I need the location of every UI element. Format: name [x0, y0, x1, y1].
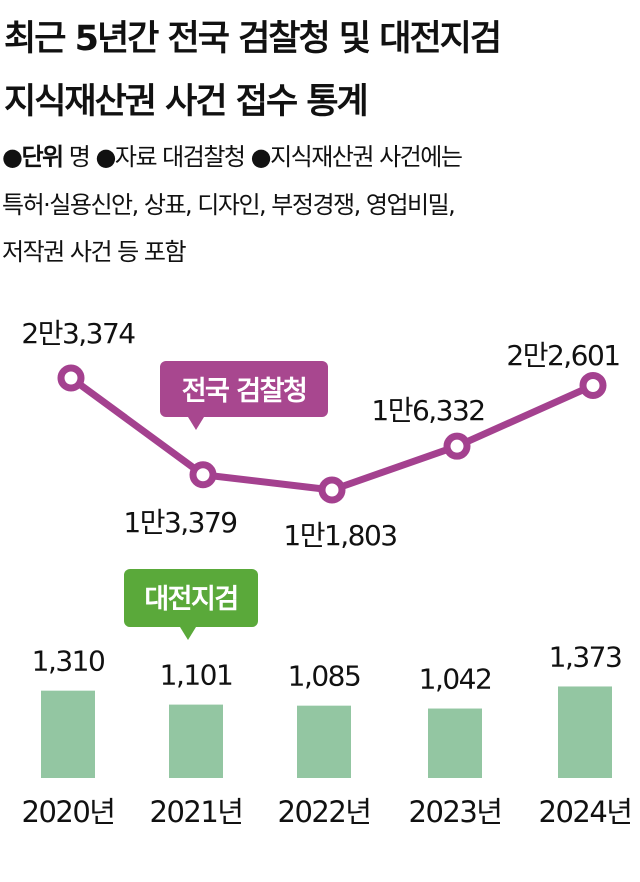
line-point-2020년: [57, 364, 85, 392]
bar-2021년: [169, 704, 223, 778]
bar-2020년: [41, 690, 95, 778]
line-value-label: 2만2,601: [506, 339, 619, 372]
line-value-label: 1만3,379: [123, 506, 236, 539]
bar-value-label: 1,101: [160, 659, 233, 692]
x-tick-label: 2020년: [22, 795, 115, 829]
x-tick-label: 2024년: [539, 795, 632, 829]
chart-title-line-1: 최근 5년간 전국 검찰청 및 대전지검: [4, 19, 502, 59]
x-tick-label: 2022년: [278, 795, 371, 829]
bar-2022년: [297, 705, 351, 778]
line-point-2023년: [443, 432, 471, 460]
line-series-label-pointer: [188, 417, 204, 430]
line-value-label: 2만3,374: [21, 317, 135, 350]
note-line-3: 저작권 사건 등 포함: [2, 238, 187, 266]
line-series-label: 전국 검찰청: [182, 376, 307, 407]
line-value-label: 1만6,332: [371, 394, 484, 427]
bar-value-label: 1,310: [32, 645, 105, 678]
line-value-label: 1만1,803: [283, 519, 396, 552]
x-tick-label: 2021년: [150, 795, 243, 829]
line-point-2022년: [318, 476, 346, 504]
unit-source-text: 명 ●자료 대검찰청 ●지식재산권 사건에는: [62, 143, 463, 171]
note-line-2: 특허·실용신안, 상표, 디자인, 부정경쟁, 영업비밀,: [2, 191, 456, 219]
bar-2024년: [558, 686, 612, 778]
note-line-1: ●단위 명 ●자료 대검찰청 ●지식재산권 사건에는: [2, 143, 463, 171]
line-series-label-box: [160, 361, 328, 417]
bar-value-label: 1,085: [288, 660, 361, 693]
bar-2023년: [428, 708, 482, 778]
chart-title-line-2: 지식재산권 사건 접수 통계: [4, 82, 369, 122]
line-series: [68, 375, 595, 494]
bar-value-label: 1,042: [419, 663, 492, 696]
bar-series-label: 대전지검: [144, 584, 237, 615]
bar-series-label-pointer: [180, 627, 196, 640]
line-point-2024년: [579, 371, 607, 399]
x-tick-label: 2023년: [409, 795, 502, 829]
bar-value-label: 1,373: [549, 640, 622, 673]
bar-series-label-box: [124, 569, 258, 627]
line-point-2021년: [189, 461, 217, 489]
unit-label: ●단위: [2, 143, 64, 171]
